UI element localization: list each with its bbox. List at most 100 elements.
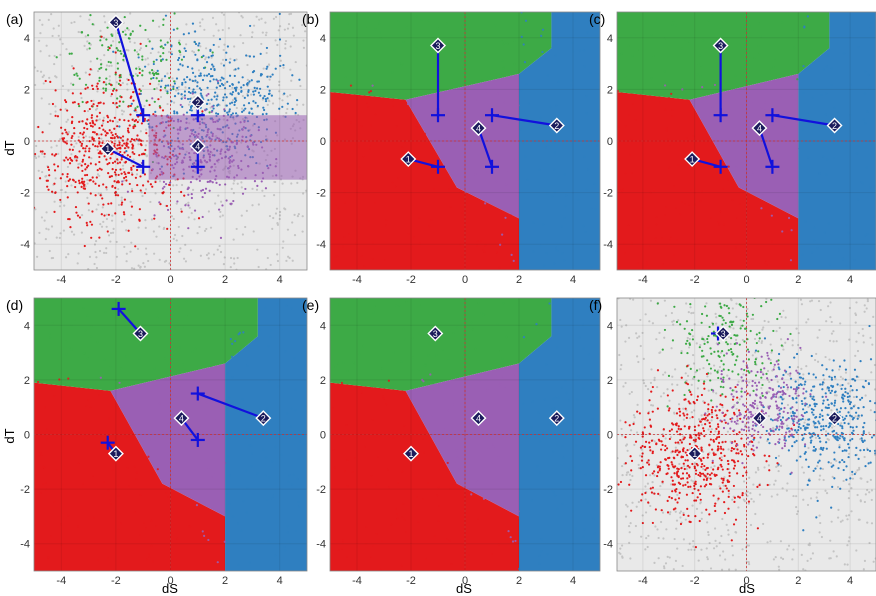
sample-point: [250, 107, 253, 110]
sample-point: [180, 210, 183, 213]
sample-point: [738, 398, 741, 401]
sample-point: [58, 378, 61, 381]
sample-point: [517, 104, 520, 107]
sample-point: [330, 239, 333, 242]
sample-point: [792, 494, 795, 498]
sample-point: [159, 39, 162, 42]
sample-point: [725, 523, 728, 526]
sample-point: [370, 474, 373, 477]
sample-point: [445, 22, 449, 25]
sample-point: [125, 229, 128, 232]
sample-point: [760, 97, 763, 101]
sample-point: [73, 126, 76, 130]
sample-point: [742, 498, 745, 501]
sample-point: [210, 54, 213, 58]
sample-point: [731, 544, 734, 548]
sample-point: [653, 378, 656, 382]
sample-point: [212, 253, 216, 256]
sample-point: [555, 246, 558, 250]
sample-point: [659, 395, 663, 398]
sample-point: [830, 409, 833, 412]
sample-point: [624, 124, 627, 128]
sample-point: [437, 486, 440, 489]
sample-point: [153, 214, 156, 217]
sample-point: [630, 390, 633, 394]
sample-point: [233, 339, 237, 343]
sample-point: [267, 539, 270, 542]
sample-point: [760, 207, 763, 210]
sample-point: [684, 518, 687, 521]
sample-point: [84, 168, 87, 171]
sample-point: [120, 199, 123, 202]
sample-point: [625, 324, 628, 327]
sample-point: [95, 176, 98, 179]
sample-point: [93, 243, 97, 246]
sample-point: [487, 446, 490, 450]
sample-point: [596, 144, 599, 147]
sample-point: [146, 558, 149, 561]
sample-point: [233, 103, 236, 106]
region-red: [617, 91, 799, 270]
sample-point: [400, 516, 404, 519]
sample-point: [571, 510, 575, 513]
sample-point: [88, 47, 91, 50]
sample-point: [385, 403, 388, 406]
sample-point: [794, 429, 797, 432]
sample-point: [824, 92, 828, 95]
sample-point: [107, 202, 110, 205]
sample-point: [210, 110, 213, 114]
sample-point: [343, 201, 347, 204]
sample-point: [655, 216, 658, 219]
sample-point: [168, 37, 172, 40]
sample-point: [813, 226, 816, 229]
sample-point: [474, 172, 477, 176]
sample-point: [48, 249, 51, 253]
panel-label: (c): [589, 11, 605, 27]
sample-point: [545, 252, 548, 255]
sample-point: [163, 226, 166, 229]
sample-point: [96, 107, 99, 110]
sample-point: [633, 443, 636, 446]
sample-point: [847, 231, 850, 234]
sample-point: [758, 51, 761, 55]
sample-point: [778, 96, 782, 99]
sample-point: [791, 344, 794, 347]
sample-point: [77, 30, 80, 34]
sample-point: [203, 74, 206, 77]
sample-point: [138, 357, 141, 360]
sample-point: [118, 74, 121, 77]
sample-point: [758, 337, 761, 340]
sample-point: [196, 85, 199, 88]
sample-point: [269, 75, 272, 78]
sample-point: [121, 135, 125, 138]
sample-point: [765, 298, 768, 300]
sample-point: [869, 461, 872, 464]
sample-point: [110, 44, 113, 47]
sample-point: [805, 390, 808, 393]
sample-point: [597, 562, 600, 565]
sample-point: [244, 187, 247, 191]
sample-point: [98, 126, 101, 130]
sample-point: [143, 104, 146, 108]
sample-point: [109, 83, 113, 86]
sample-point: [835, 555, 838, 558]
sample-point: [836, 410, 839, 413]
sample-point: [211, 16, 215, 19]
sample-point: [131, 190, 134, 193]
sample-point: [66, 165, 70, 169]
sample-point: [155, 87, 158, 90]
sample-point: [650, 76, 653, 80]
sample-point: [628, 473, 631, 476]
sample-point: [124, 355, 128, 358]
sample-point: [130, 205, 134, 208]
sample-point: [458, 466, 461, 470]
sample-point: [66, 184, 69, 188]
sample-point: [685, 302, 688, 305]
sample-point: [114, 168, 118, 172]
sample-point: [853, 259, 856, 262]
sample-point: [98, 79, 101, 83]
sample-point: [65, 352, 68, 356]
sample-point: [540, 550, 543, 553]
sample-point: [816, 247, 819, 250]
sample-point: [239, 34, 242, 37]
